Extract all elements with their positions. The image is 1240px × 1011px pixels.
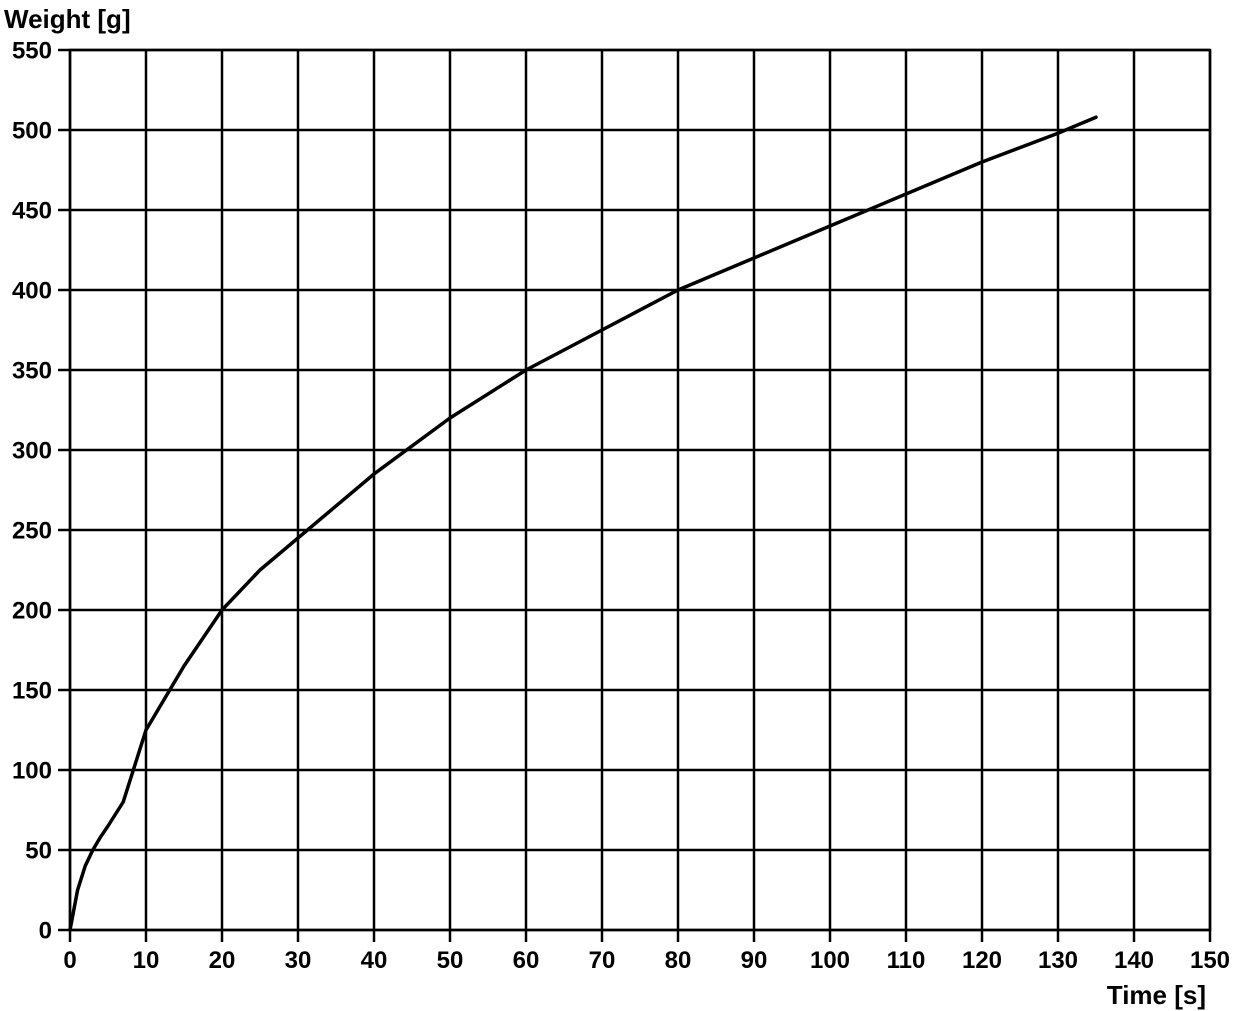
x-tick-label: 120 (962, 947, 1002, 974)
x-tick-label: 140 (1114, 947, 1154, 974)
y-tick-label: 500 (12, 117, 52, 144)
x-tick-label: 10 (133, 947, 160, 974)
x-tick-label: 110 (887, 947, 926, 974)
y-tick-label: 400 (12, 277, 52, 304)
y-tick-label: 100 (12, 757, 52, 784)
chart-container: 0 10 20 30 40 50 60 70 80 90 100 110 120 130 140 150 0 50… (0, 0, 1240, 1011)
x-tick-label: 40 (361, 947, 388, 974)
y-tick-label: 50 (25, 837, 52, 864)
x-tick-label: 90 (741, 947, 768, 974)
y-tick-label: 150 (12, 677, 52, 704)
weight-time-chart: 0 10 20 30 40 50 60 70 80 90 100 110 120 130 140 150 0 50… (0, 0, 1240, 1011)
y-tick-label: 200 (12, 597, 52, 624)
x-tick-label: 130 (1038, 947, 1078, 974)
x-tick-label: 80 (665, 947, 692, 974)
y-tick-label: 300 (12, 437, 52, 464)
x-tick-label: 20 (209, 947, 236, 974)
x-tick-label: 70 (589, 947, 616, 974)
x-tick-label: 50 (437, 947, 464, 974)
x-tick-label: 0 (63, 947, 76, 974)
y-tick-label: 250 (12, 517, 52, 544)
x-tick-label: 60 (513, 947, 540, 974)
x-tick-label: 100 (810, 947, 850, 974)
y-tick-label: 550 (12, 37, 52, 64)
x-tick-label: 150 (1190, 947, 1230, 974)
y-tick-label: 350 (12, 357, 52, 384)
y-tick-label: 0 (39, 917, 52, 944)
y-tick-label: 450 (12, 197, 52, 224)
x-tick-label: 30 (285, 947, 312, 974)
x-axis-title: Time [s] (1107, 980, 1206, 1010)
y-axis-title: Weight [g] (4, 4, 131, 34)
